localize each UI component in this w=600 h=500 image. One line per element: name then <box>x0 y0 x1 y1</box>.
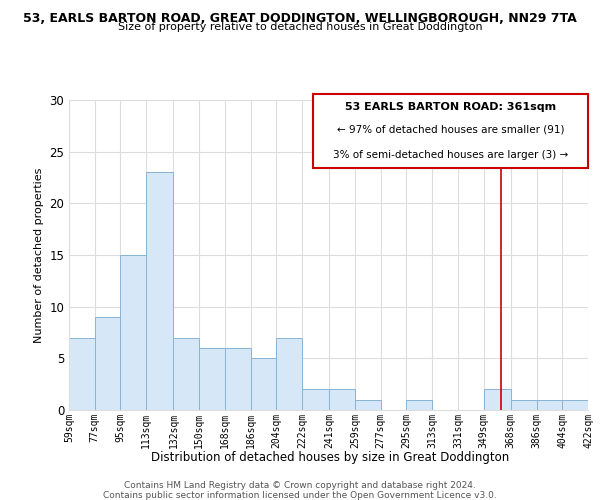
Bar <box>511 400 536 410</box>
Bar <box>173 338 199 410</box>
Text: Size of property relative to detached houses in Great Doddington: Size of property relative to detached ho… <box>118 22 482 32</box>
Text: 53, EARLS BARTON ROAD, GREAT DODDINGTON, WELLINGBOROUGH, NN29 7TA: 53, EARLS BARTON ROAD, GREAT DODDINGTON,… <box>23 12 577 26</box>
Bar <box>355 400 380 410</box>
Bar <box>69 338 95 410</box>
Bar <box>562 400 588 410</box>
Text: 53 EARLS BARTON ROAD: 361sqm: 53 EARLS BARTON ROAD: 361sqm <box>345 102 556 112</box>
Bar <box>199 348 225 410</box>
Text: 3% of semi-detached houses are larger (3) →: 3% of semi-detached houses are larger (3… <box>333 150 568 160</box>
Text: ← 97% of detached houses are smaller (91): ← 97% of detached houses are smaller (91… <box>337 124 564 134</box>
Bar <box>406 400 432 410</box>
Bar <box>95 317 121 410</box>
Text: Distribution of detached houses by size in Great Doddington: Distribution of detached houses by size … <box>151 451 509 464</box>
Bar <box>277 338 302 410</box>
Bar <box>302 390 329 410</box>
Bar <box>146 172 173 410</box>
Bar <box>536 400 562 410</box>
Bar <box>251 358 277 410</box>
Bar <box>225 348 251 410</box>
Bar <box>329 390 355 410</box>
Y-axis label: Number of detached properties: Number of detached properties <box>34 168 44 342</box>
Text: Contains HM Land Registry data © Crown copyright and database right 2024.: Contains HM Land Registry data © Crown c… <box>124 482 476 490</box>
Bar <box>313 94 588 168</box>
Bar <box>484 390 511 410</box>
Text: Contains public sector information licensed under the Open Government Licence v3: Contains public sector information licen… <box>103 490 497 500</box>
Bar <box>121 255 146 410</box>
